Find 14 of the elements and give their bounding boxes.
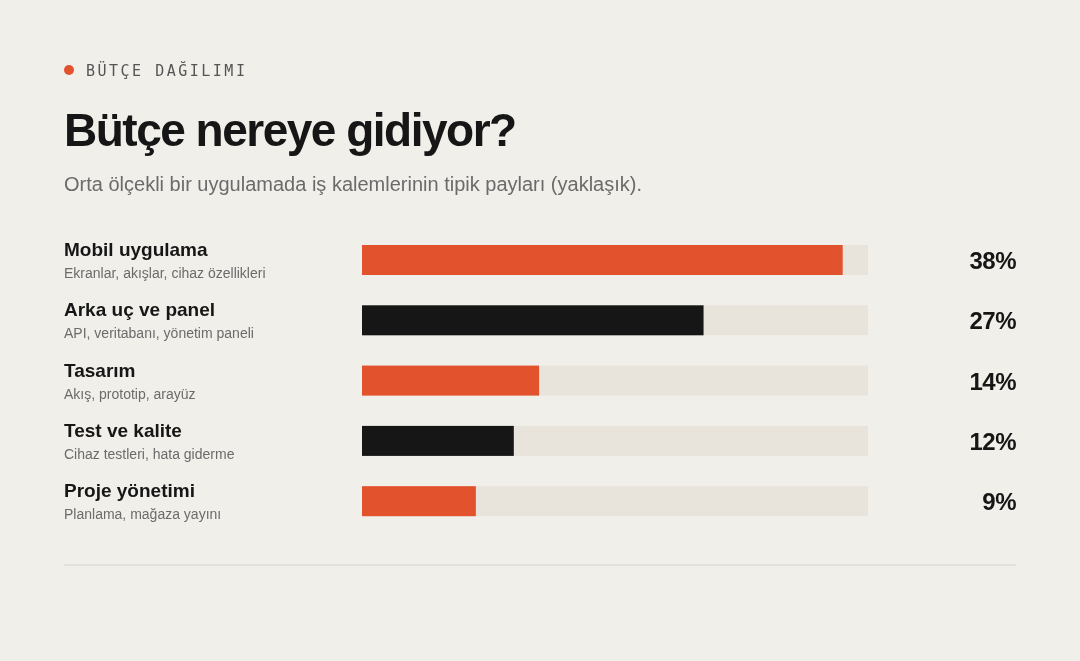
data-label: 38%	[969, 247, 1017, 274]
chart-subtitle: Orta ölçekli bir uygulamada iş kalemlerinin tipik payları (yaklaşık).	[64, 173, 642, 195]
text: BÜTÇE DAĞILIMI	[86, 61, 248, 80]
data-label: 14%	[969, 367, 1017, 395]
y-tick-label: Proje yönetimi Planlama, mağaza yayını	[64, 480, 222, 523]
y-tick-label: Arka uç ve panel API, veritabanı, yönetim paneli	[64, 299, 254, 342]
y-tick-label: Tasarım Akış, prototip, arayüz	[64, 359, 196, 402]
data-label: 9%	[982, 488, 1017, 516]
bar	[362, 486, 476, 517]
y-tick-label: Mobil uygulama Ekranlar, akışlar, cihaz özellikleri	[64, 239, 266, 281]
y-tick-label: Test ve kalite Cihaz testleri, hata giderme	[64, 419, 235, 462]
data-label: 27%	[969, 307, 1017, 335]
chart-title: Bütçe nereye gidiyor?	[64, 104, 516, 156]
data-label: 12%	[969, 427, 1017, 455]
